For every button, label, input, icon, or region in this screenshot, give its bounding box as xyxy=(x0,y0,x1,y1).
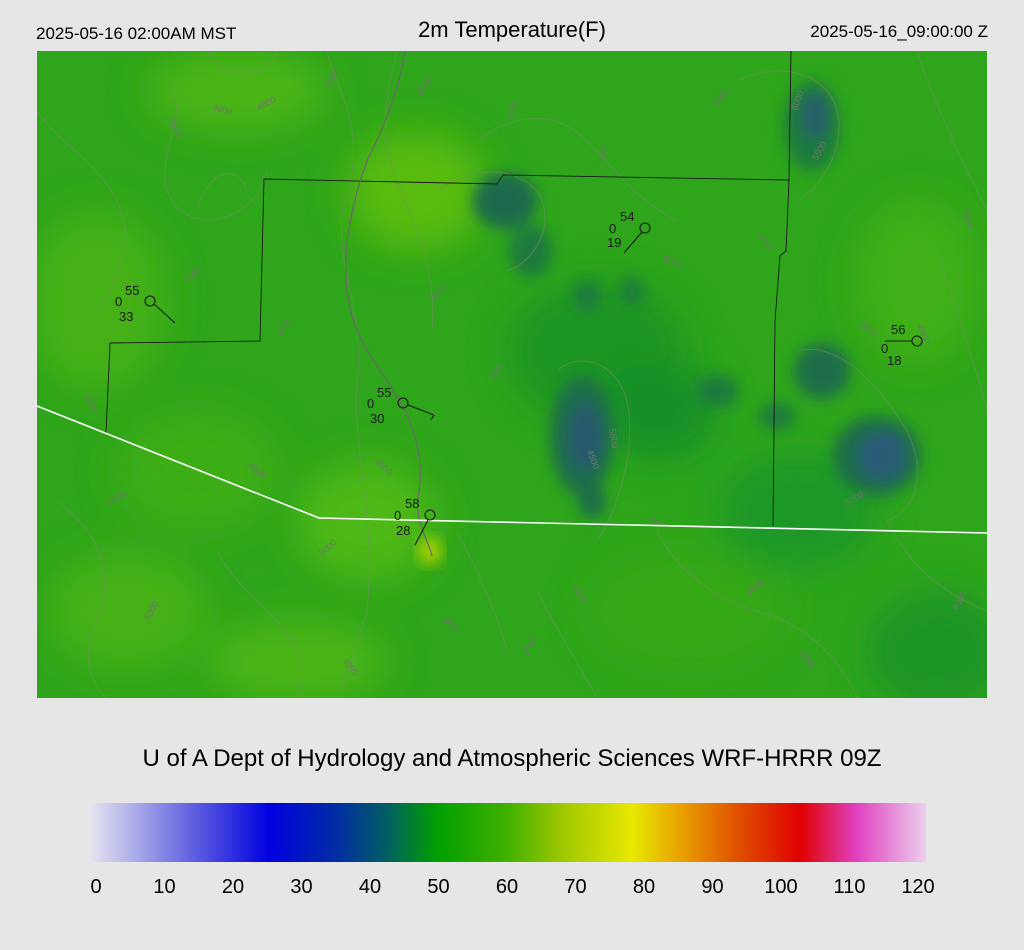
colorbar-tick-label: 110 xyxy=(833,876,866,898)
station-dewpoint: 28 xyxy=(396,523,410,538)
station-plot: 55 0 33 xyxy=(115,283,176,324)
station-dewpoint: 30 xyxy=(370,411,384,426)
colorbar-tick-label: 0 xyxy=(90,876,102,898)
temperature-map: 4000 4000 3500 3500 3500 4000 5500 6000 … xyxy=(37,51,987,698)
station-plots: 55 0 33 54 0 19 56 0 18 xyxy=(115,209,923,546)
colorbar-tick-labels: 0 10 20 30 40 50 60 70 80 90 100 110 120 xyxy=(0,876,1024,906)
contour-label: 5500 xyxy=(607,428,620,449)
colorbar-tick-label: 80 xyxy=(632,876,656,898)
colorbar-tick-label: 90 xyxy=(701,876,724,898)
utc-time-label: 2025-05-16_09:00:00 Z xyxy=(810,22,988,41)
model-credit: U of A Dept of Hydrology and Atmospheric… xyxy=(142,745,882,772)
colorbar-tick-label: 60 xyxy=(495,876,519,898)
county-boundaries xyxy=(105,51,792,527)
colorbar-tick-label: 30 xyxy=(290,876,313,898)
colorbar-tick-label: 10 xyxy=(153,876,176,898)
map-title: 2m Temperature(F) xyxy=(418,17,606,42)
station-sky-cover: 0 xyxy=(367,396,374,411)
station-dewpoint: 33 xyxy=(119,309,133,324)
colorbar-tick-label: 50 xyxy=(427,876,450,898)
colorbar-tick-label: 40 xyxy=(358,876,382,898)
colorbar-tick-label: 100 xyxy=(764,876,798,898)
station-sky-cover: 0 xyxy=(609,221,616,236)
station-temperature: 54 xyxy=(620,209,634,224)
station-plot: 58 0 28 xyxy=(394,496,436,546)
colorbar-tick-label: 70 xyxy=(564,876,587,898)
temperature-colorbar xyxy=(88,803,926,862)
station-temperature: 55 xyxy=(377,385,391,400)
river xyxy=(345,51,433,557)
station-plot: 54 0 19 xyxy=(607,209,651,254)
colorbar-tick-label: 120 xyxy=(901,876,935,898)
station-sky-cover: 0 xyxy=(394,508,401,523)
station-temperature: 58 xyxy=(405,496,419,511)
station-sky-cover: 0 xyxy=(881,341,888,356)
local-time-label: 2025-05-16 02:00AM MST xyxy=(36,24,237,43)
station-sky-cover: 0 xyxy=(115,294,122,309)
station-dewpoint: 18 xyxy=(887,353,901,368)
colorbar-tick-label: 20 xyxy=(221,876,245,898)
state-border xyxy=(37,405,987,534)
temperature-field xyxy=(37,51,987,698)
cold-pockets xyxy=(473,81,921,519)
station-temperature: 55 xyxy=(125,283,139,298)
station-temperature: 56 xyxy=(891,322,905,337)
station-dewpoint: 19 xyxy=(607,235,621,250)
station-plot: 55 0 30 xyxy=(367,385,435,426)
station-plot: 56 0 18 xyxy=(881,322,923,368)
elevation-contours xyxy=(37,51,987,698)
